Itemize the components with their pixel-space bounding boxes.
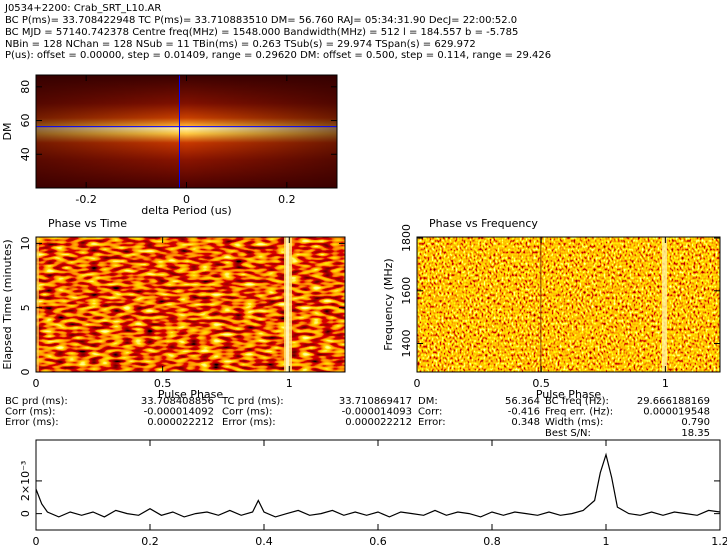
x-axis-label: delta Period (us) [141,204,231,217]
param-value: -0.000014092 [144,407,214,418]
param-value: 29.666188169 [637,396,710,407]
param-value: 33.710869417 [339,396,412,407]
param-label: Error (ms): [5,417,59,428]
y-tick-label: 1600 [400,277,413,305]
param-value: -0.416 [508,407,540,418]
y-tick-label: 60 [19,114,32,128]
param-value: 33.708408856 [141,396,214,407]
y-tick-label: 2×10⁻³ [19,461,32,501]
param-label: TC prd (ms): [221,396,284,407]
x-tick-label: 0.4 [255,535,273,547]
param-label: Error (ms): [222,417,276,428]
x-tick-label: 0 [33,535,40,547]
x-tick-label: 0 [414,377,421,390]
y-tick-label: 1800 [400,224,413,252]
dm-heatmap [36,75,337,188]
plot-frame [416,236,721,373]
header-line: NBin = 128 NChan = 128 NSub = 11 TBin(ms… [5,39,476,50]
panel-title: Phase vs Frequency [429,217,538,230]
param-label: Best S/N: [545,428,591,439]
x-axis-label: Pulse Phase [158,388,224,401]
param-value: 18.35 [681,428,710,439]
param-value: 0.348 [511,417,540,428]
y-tick-label: 0 [19,510,32,517]
profile-line [35,452,721,518]
param-label: Width (ms): [545,417,603,428]
y-axis-label: Elapsed Time (minutes) [1,239,14,369]
x-tick-label: 0.8 [483,535,501,547]
x-tick-label: 0.5 [532,377,550,390]
y-axis-label: DM [1,123,14,141]
y-tick-label: 80 [19,80,32,94]
x-tick-label: -0.2 [75,193,96,206]
param-value: 0.790 [681,417,710,428]
y-tick-label: 1400 [400,330,413,358]
param-label: DM: [418,396,438,407]
time-heatmap [36,237,345,372]
y-tick-label: 40 [19,147,32,161]
x-tick-label: 1 [662,377,669,390]
x-tick-label: 0.6 [369,535,387,547]
x-tick-label: 1 [603,535,610,547]
param-value: 56.364 [505,396,540,407]
header-line: P(us): offset = 0.00000, step = 0.01409,… [5,50,551,61]
x-tick-label: 1 [286,377,293,390]
y-tick-label: 5 [19,304,32,311]
x-tick-label: 0.2 [278,193,296,206]
x-tick-label: 0.2 [141,535,159,547]
y-tick-label: 0 [19,369,32,376]
plot-frame [35,439,721,531]
header-title: J0534+2200: Crab_SRT_L10.AR [4,3,161,14]
freq-heatmap [417,237,720,372]
param-label: Corr (ms): [222,407,272,418]
panel-title: Phase vs Time [48,217,127,230]
y-tick-label: 10 [19,236,32,250]
param-value: 0.000019548 [643,407,710,418]
param-label: Corr: [418,407,442,418]
param-label: BC prd (ms): [5,396,68,407]
param-label: BC freq (Hz): [545,396,609,407]
plot-frame [35,236,346,373]
header-line: BC P(ms)= 33.708422948 TC P(ms)= 33.7108… [5,15,517,26]
param-value: 0.000022212 [147,417,214,428]
param-label: Corr (ms): [5,407,55,418]
header-line: BC MJD = 57140.742378 Centre freq(MHz) =… [5,27,518,38]
param-value: -0.000014093 [342,407,412,418]
x-tick-label: 0 [33,377,40,390]
param-label: Error: [418,417,446,428]
param-value: 0.000022212 [345,417,412,428]
x-tick-label: 1.2 [711,535,727,547]
y-axis-label: Frequency (MHz) [382,258,395,350]
x-axis-label: Pulse Phase [536,388,602,401]
param-label: Freq err. (Hz): [545,407,613,418]
x-tick-label: 0 [183,193,190,206]
x-tick-label: 0.5 [154,377,172,390]
